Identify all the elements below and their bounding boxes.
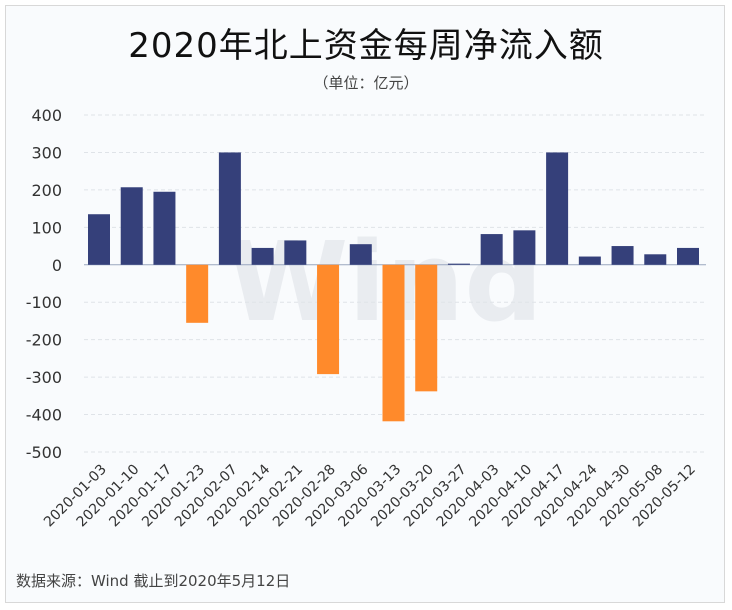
bar-2020-01-03 [88, 214, 110, 265]
bar-2020-04-24 [578, 256, 601, 265]
y-tick-label: -500 [26, 443, 62, 462]
bar-2020-02-28 [317, 264, 340, 375]
bar-2020-02-14 [251, 247, 274, 265]
y-tick-label: -300 [26, 368, 62, 387]
bar-2020-03-13 [382, 264, 405, 422]
chart-title: 2020年北上资金每周净流入额 [128, 26, 604, 66]
bar-2020-03-27 [447, 263, 470, 265]
bar-2020-01-17 [153, 191, 176, 265]
bar-2020-05-08 [644, 254, 667, 265]
chart-subtitle: （单位：亿元） [313, 74, 419, 92]
bar-2020-04-30 [611, 246, 634, 265]
y-tick-label: -400 [26, 406, 62, 425]
source-note: 数据来源：Wind 截止到2020年5月12日 [16, 572, 291, 590]
y-tick-label: 200 [31, 181, 62, 200]
bar-2020-02-21 [284, 240, 307, 265]
y-tick-label: 300 [31, 143, 62, 162]
y-tick-label: -100 [26, 293, 62, 312]
y-tick-label: 0 [52, 256, 62, 275]
bar-2020-04-10 [513, 230, 536, 265]
bar-2020-02-07 [218, 152, 241, 265]
chart-frame [5, 5, 725, 603]
bar-2020-03-20 [415, 264, 438, 392]
bar-2020-04-03 [480, 234, 503, 265]
bar-2020-01-23 [186, 264, 209, 323]
bar-2020-05-12 [677, 247, 699, 265]
y-tick-label: -200 [26, 331, 62, 350]
bar-2020-01-10 [120, 187, 143, 265]
bar-2020-04-17 [546, 152, 569, 265]
bar-2020-03-06 [349, 244, 372, 265]
y-tick-label: 100 [31, 218, 62, 237]
y-tick-label: 400 [31, 106, 62, 125]
